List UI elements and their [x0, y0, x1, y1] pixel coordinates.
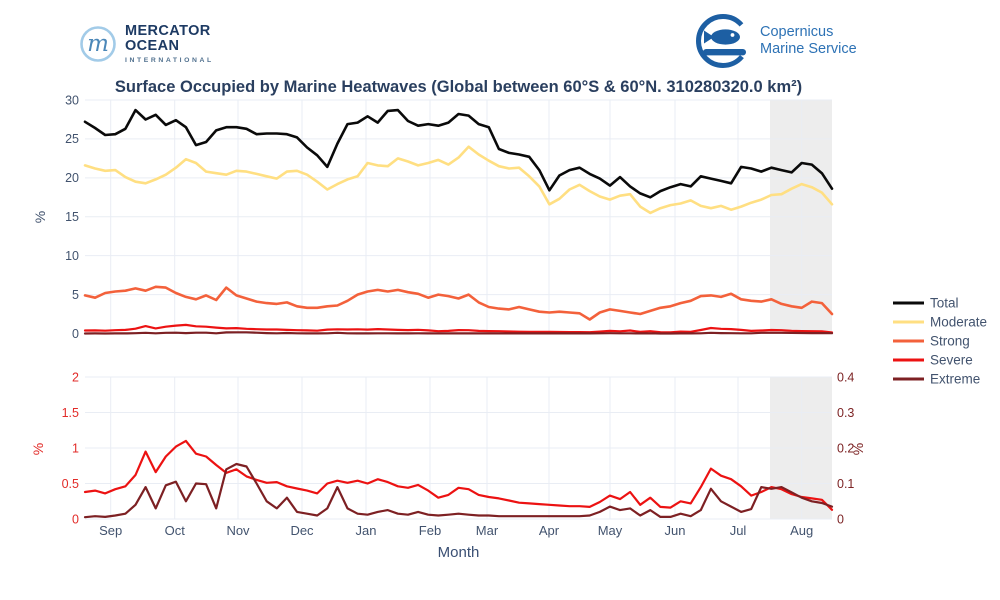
legend-label-extreme[interactable]: Extreme — [930, 372, 980, 387]
legend-label-strong[interactable]: Strong — [930, 334, 970, 349]
top-y-tick-label: 15 — [65, 210, 79, 224]
top-y-tick-label: 20 — [65, 171, 79, 185]
x-tick-label: Jun — [665, 523, 686, 538]
series-line-top-extreme[interactable] — [83, 331, 834, 335]
x-tick-label: Mar — [476, 523, 499, 538]
copernicus-logo-line1: Copernicus — [760, 23, 834, 40]
x-tick-label: May — [598, 523, 623, 538]
x-tick-label: Oct — [165, 523, 186, 538]
legend-label-total[interactable]: Total — [930, 296, 959, 311]
mercator-logo-line1: MERCATOR — [125, 23, 211, 39]
chart-title: Surface Occupied by Marine Heatwaves (Gl… — [114, 78, 803, 96]
bottom-right-y-tick-label: 0.2 — [837, 441, 854, 455]
bottom-left-y-axis-title: % — [30, 442, 47, 456]
series-line-top-severe[interactable] — [83, 323, 834, 334]
legend-label-severe[interactable]: Severe — [930, 353, 973, 368]
series-line-top-moderate[interactable] — [83, 145, 834, 215]
bottom-left-y-tick-label: 2 — [72, 370, 79, 384]
series-line-top-total[interactable] — [83, 108, 834, 199]
x-tick-label: Sep — [99, 523, 122, 538]
x-tick-label: Jul — [730, 523, 747, 538]
bottom-left-y-tick-label: 1.5 — [62, 406, 79, 420]
top-y-tick-label: 5 — [72, 288, 79, 302]
svg-text:m: m — [87, 31, 109, 57]
top-y-tick-label: 25 — [65, 132, 79, 146]
copernicus-logo-line2: Marine Service — [760, 41, 857, 57]
x-tick-label: Apr — [539, 523, 560, 538]
bottom-right-y-tick-label: 0.1 — [837, 477, 854, 491]
mercator-logo-line3: INTERNATIONAL — [125, 57, 214, 64]
mercator-ocean-logo: m MERCATOR OCEAN INTERNATIONAL — [78, 23, 214, 65]
x-tick-label: Feb — [419, 523, 441, 538]
legend-label-moderate[interactable]: Moderate — [930, 315, 987, 330]
top-y-tick-label: 10 — [65, 249, 79, 263]
x-tick-label: Nov — [226, 523, 250, 538]
copernicus-fish-icon — [696, 14, 750, 68]
top-y-tick-label: 30 — [65, 93, 79, 107]
x-axis-title: Month — [437, 544, 480, 561]
x-tick-label: Jan — [356, 523, 377, 538]
x-tick-label: Dec — [290, 523, 314, 538]
series-line-bottom-extreme[interactable] — [83, 462, 834, 519]
bottom-right-y-tick-label: 0 — [837, 512, 844, 526]
copernicus-marine-logo: Copernicus Marine Service — [694, 12, 857, 70]
series-line-top-strong[interactable] — [83, 285, 834, 321]
mercator-logo-line2: OCEAN — [125, 38, 180, 54]
top-y-axis-title: % — [32, 210, 49, 224]
bottom-right-y-tick-label: 0.4 — [837, 370, 854, 384]
bottom-left-y-tick-label: 0.5 — [62, 477, 79, 491]
bottom-left-y-tick-label: 1 — [72, 441, 79, 455]
bottom-left-y-tick-label: 0 — [72, 512, 79, 526]
mercator-monogram-icon: m — [80, 26, 116, 62]
series-line-bottom-severe[interactable] — [83, 439, 834, 511]
top-y-tick-label: 0 — [72, 327, 79, 341]
x-tick-label: Aug — [790, 523, 813, 538]
bottom-right-y-tick-label: 0.3 — [837, 406, 854, 420]
bottom-right-y-axis-title: % — [850, 442, 867, 456]
